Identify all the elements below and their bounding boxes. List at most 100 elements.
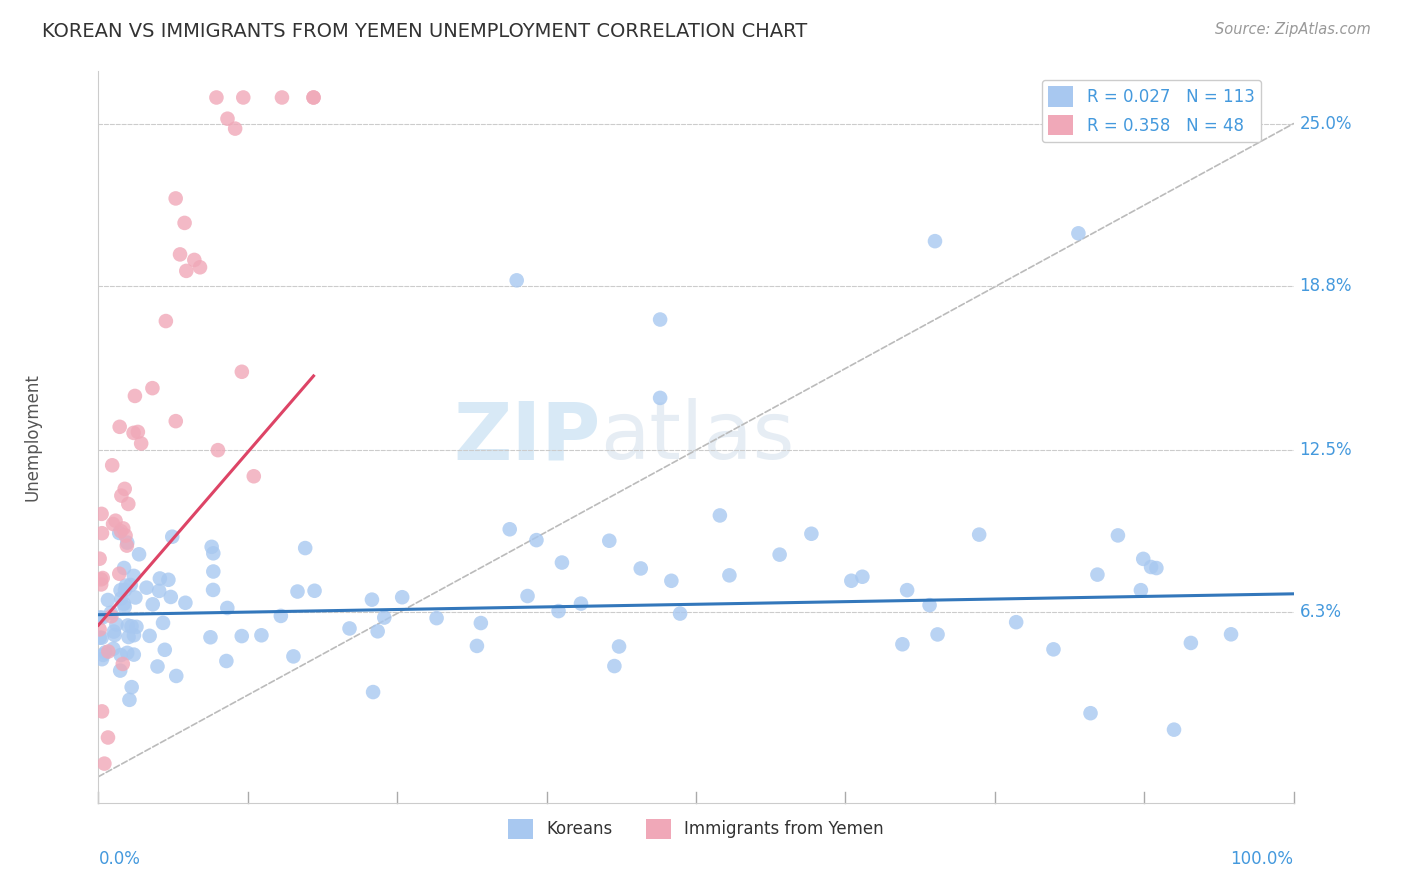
Point — [135, 581, 157, 595]
Point — [231, 365, 253, 379]
Point — [217, 601, 239, 615]
Point — [1132, 552, 1154, 566]
Point — [112, 521, 135, 535]
Point — [118, 693, 141, 707]
Point — [302, 90, 325, 104]
Point — [114, 600, 136, 615]
Point — [648, 312, 672, 326]
Point — [205, 90, 228, 104]
Point — [270, 608, 292, 623]
Point — [165, 669, 187, 683]
Point — [607, 640, 630, 654]
Point — [97, 593, 120, 607]
Point — [174, 596, 197, 610]
Point — [108, 420, 131, 434]
Point — [630, 561, 652, 575]
Point — [173, 216, 195, 230]
Point — [89, 623, 111, 637]
Point — [108, 566, 131, 581]
Point — [121, 680, 143, 694]
Text: ZIP: ZIP — [453, 398, 600, 476]
Point — [91, 526, 114, 541]
Point — [121, 619, 143, 633]
Point — [148, 583, 170, 598]
Point — [103, 624, 125, 639]
Point — [114, 482, 136, 496]
Point — [112, 597, 135, 611]
Point — [924, 234, 946, 248]
Point — [1220, 627, 1243, 641]
Point — [373, 610, 395, 624]
Point — [391, 591, 413, 605]
Point — [1129, 583, 1152, 598]
Point — [117, 535, 139, 549]
Point — [927, 627, 949, 641]
Text: KOREAN VS IMMIGRANTS FROM YEMEN UNEMPLOYMENT CORRELATION CHART: KOREAN VS IMMIGRANTS FROM YEMEN UNEMPLOY… — [42, 22, 807, 41]
Point — [648, 391, 672, 405]
Text: atlas: atlas — [600, 398, 794, 476]
Point — [124, 389, 146, 403]
Point — [339, 622, 361, 636]
Point — [117, 618, 139, 632]
Point — [117, 497, 139, 511]
Point — [841, 574, 863, 588]
Point — [202, 546, 225, 560]
Point — [188, 260, 211, 275]
Point — [551, 556, 574, 570]
Point — [215, 654, 238, 668]
Point — [165, 414, 187, 428]
Point — [125, 620, 148, 634]
Point — [110, 583, 132, 598]
Point — [768, 548, 790, 562]
Point — [108, 525, 131, 540]
Point — [709, 508, 731, 523]
Point — [142, 597, 165, 611]
Point — [97, 731, 120, 745]
Point — [89, 551, 111, 566]
Point — [661, 574, 683, 588]
Point — [426, 611, 449, 625]
Point — [101, 458, 124, 473]
Point — [90, 631, 112, 645]
Point — [271, 90, 294, 104]
Point — [128, 547, 150, 561]
Point — [97, 644, 120, 658]
Point — [159, 590, 181, 604]
Point — [162, 530, 184, 544]
Point — [122, 648, 145, 662]
Point — [90, 573, 112, 587]
Point — [1067, 227, 1090, 241]
Point — [202, 582, 225, 597]
Point — [669, 607, 692, 621]
Text: Unemployment: Unemployment — [24, 373, 42, 501]
Point — [526, 533, 548, 548]
Point — [110, 648, 132, 662]
Point — [851, 570, 873, 584]
Point — [122, 425, 145, 440]
Point — [176, 264, 198, 278]
Point — [891, 637, 914, 651]
Point — [470, 615, 492, 630]
Point — [105, 617, 128, 632]
Point — [499, 522, 522, 536]
Point — [361, 685, 384, 699]
Point — [232, 90, 254, 104]
Point — [155, 314, 177, 328]
Point — [120, 578, 142, 592]
Point — [129, 436, 152, 450]
Point — [294, 541, 316, 555]
Point — [110, 591, 132, 606]
Point — [89, 631, 111, 645]
Point — [91, 610, 114, 624]
Point — [1087, 567, 1109, 582]
Point — [138, 629, 160, 643]
Point — [94, 645, 117, 659]
Point — [304, 583, 326, 598]
Point — [101, 516, 124, 531]
Text: 12.5%: 12.5% — [1299, 442, 1353, 459]
Text: Source: ZipAtlas.com: Source: ZipAtlas.com — [1215, 22, 1371, 37]
Point — [149, 572, 172, 586]
Point — [91, 648, 114, 662]
Point — [800, 526, 823, 541]
Legend: Koreans, Immigrants from Yemen: Koreans, Immigrants from Yemen — [502, 812, 890, 846]
